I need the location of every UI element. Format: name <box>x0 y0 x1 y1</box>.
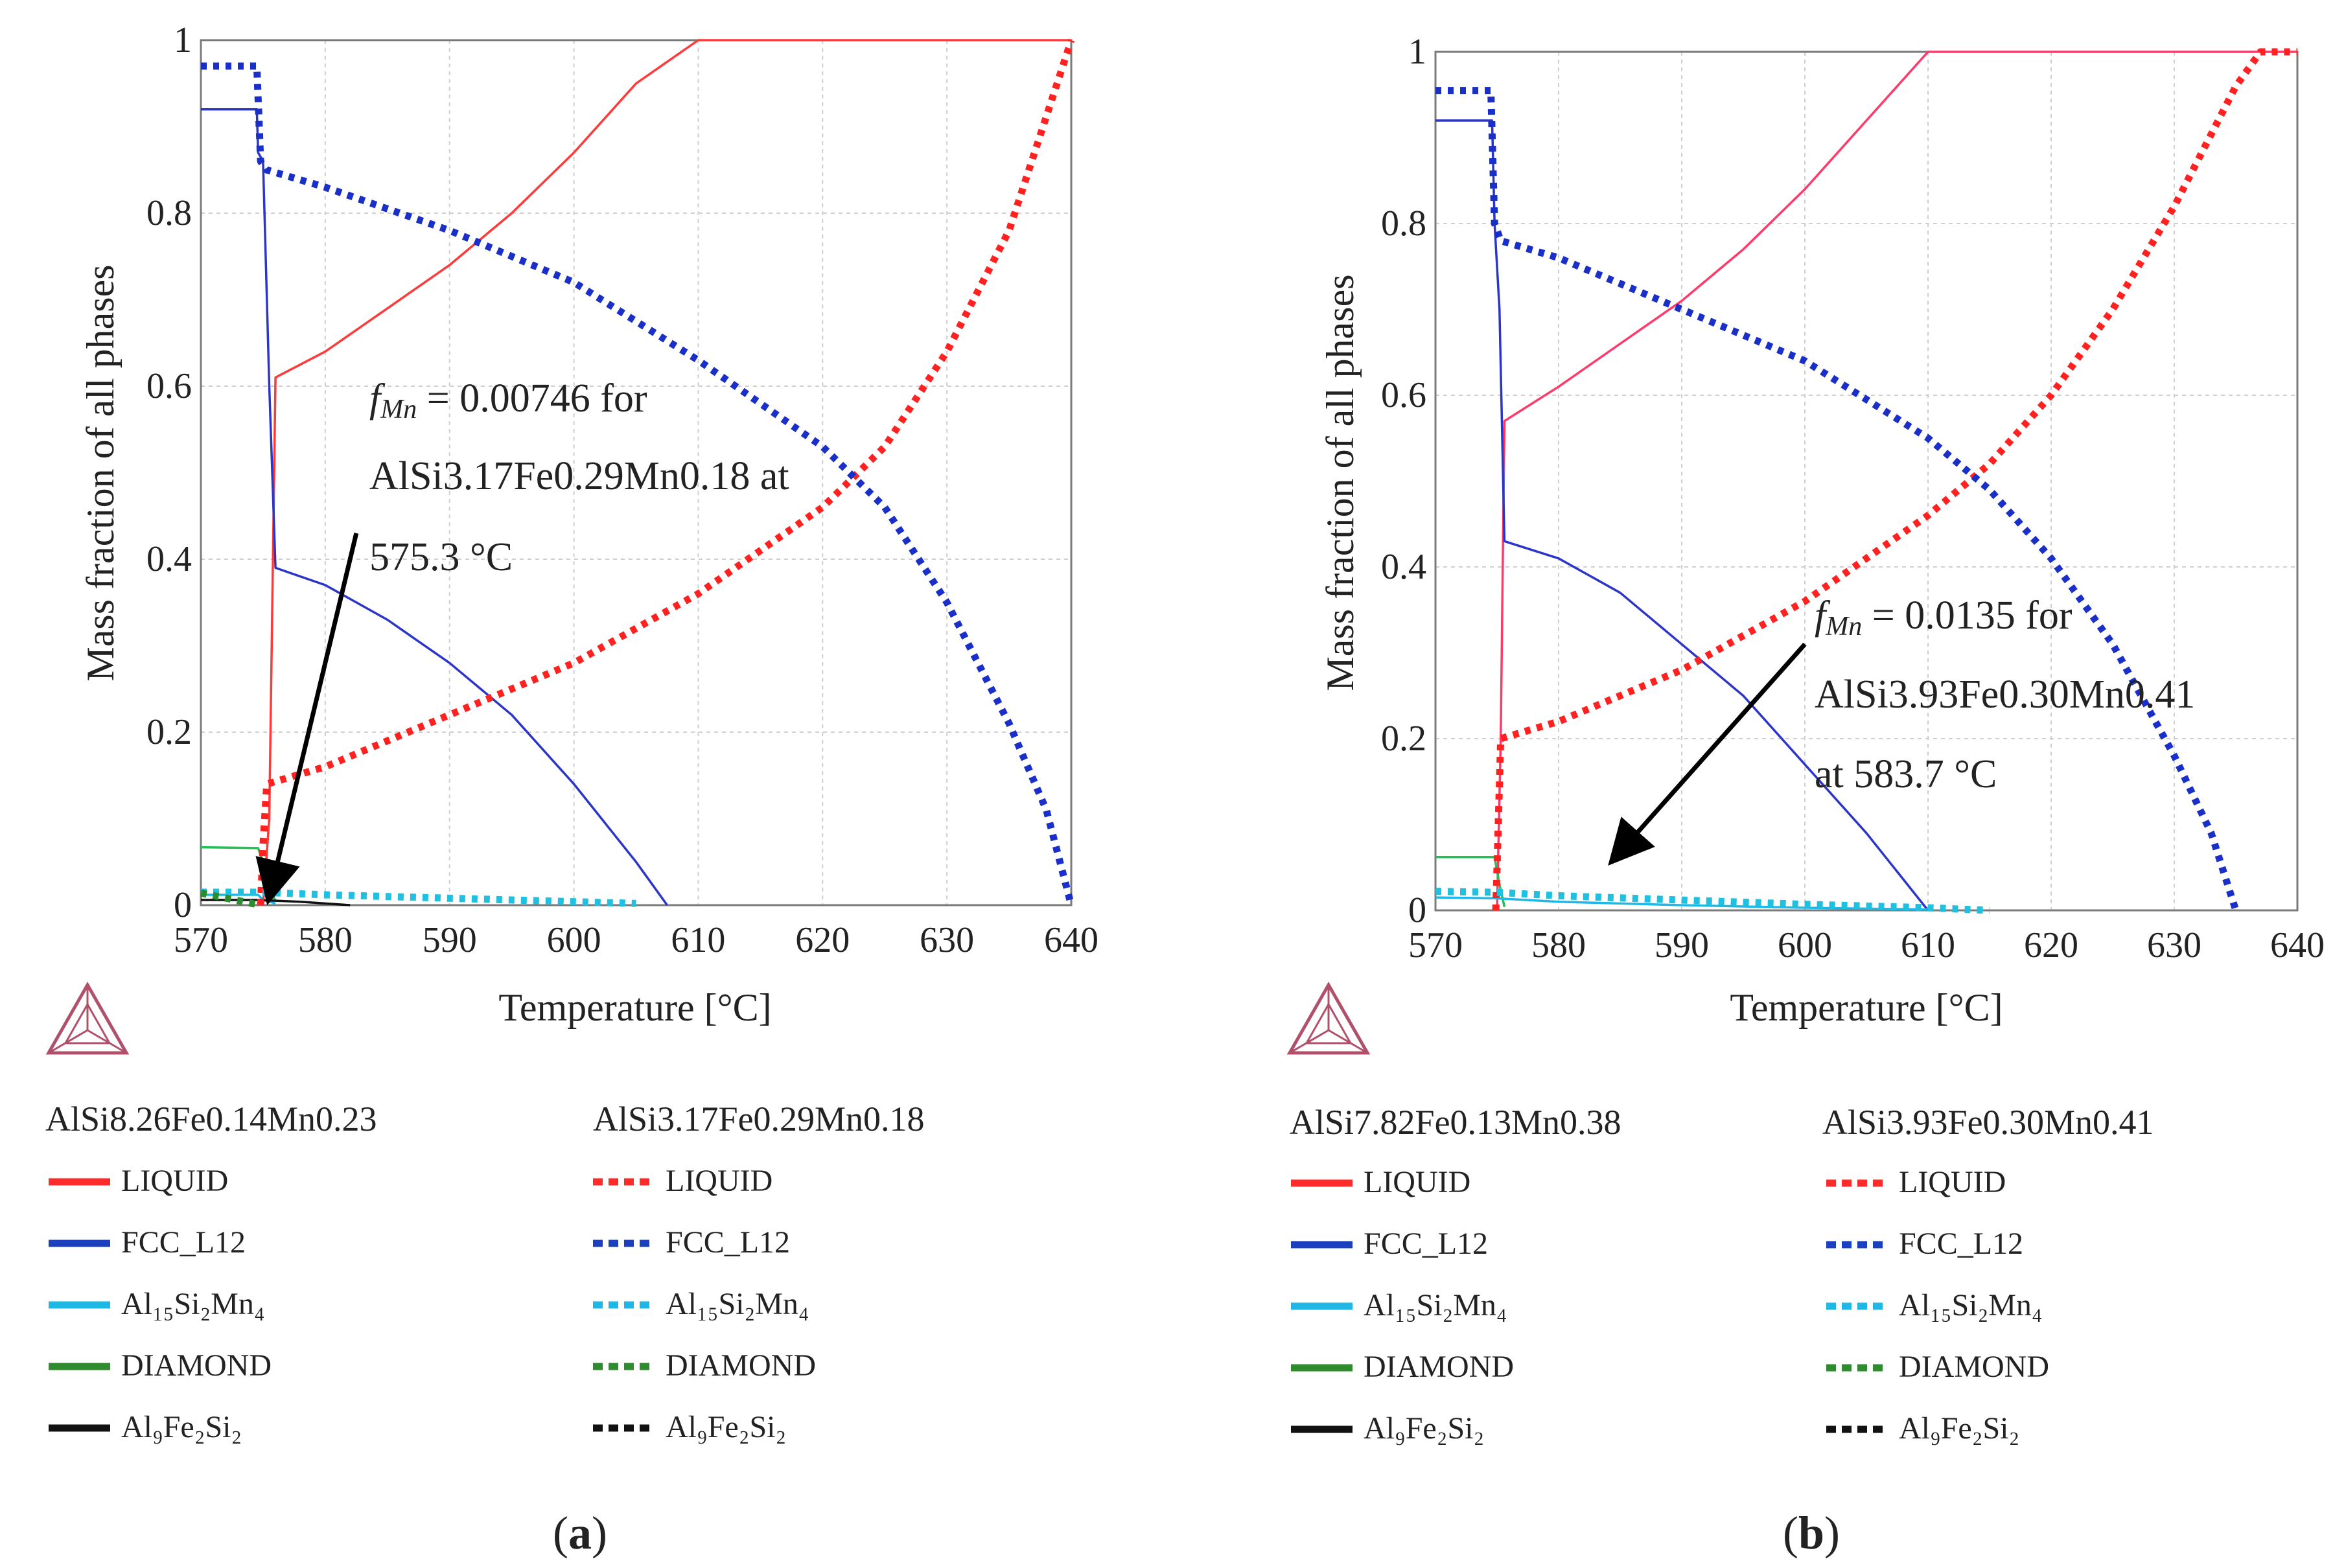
annotation-a-line2: AlSi3.17Fe0.29Mn0.18 at <box>369 454 789 498</box>
chart-a-y-ticks: 0 0.2 0.4 0.6 0.8 1 <box>146 20 192 925</box>
legend-a-dotted-label: DIAMOND <box>666 1348 816 1383</box>
chart-b-x-tick-label: 630 <box>2147 925 2201 965</box>
chart-b-y-tick-label: 1 <box>1408 32 1426 72</box>
legend-b-solid-label: DIAMOND <box>1364 1350 1514 1384</box>
chart-a-plot-frame <box>200 39 1073 906</box>
annotation-b-arrow <box>1608 642 1807 866</box>
legend-a-solid-label: Al₁₅Si₂Mn₄ <box>121 1287 265 1321</box>
chart-a-y-tick-label: 0.4 <box>146 539 192 579</box>
chart-b-x-tick-label: 570 <box>1408 925 1463 965</box>
chart-a-xlabel: Temperature [°C] <box>498 986 771 1029</box>
chart-a-x-tick-label: 640 <box>1044 920 1098 960</box>
chart-b-y-ticks: 0 0.2 0.4 0.6 0.8 1 <box>1381 32 1426 930</box>
chart-b-y-tick-label: 0.4 <box>1381 547 1426 587</box>
legend-b-solid-label: FCC_L12 <box>1364 1227 1488 1261</box>
chart-b-series <box>1435 48 2297 914</box>
series-a-alsimn-dotted <box>201 888 636 907</box>
chart-a-x-ticks: 570 580 590 600 610 620 630 640 <box>174 920 1098 960</box>
legend-a-solid-title: AlSi8.26Fe0.14Mn0.23 <box>45 1100 377 1138</box>
panel-b: 00.20.40.60.81 570 580 590 600 610 620 630 640 … <box>1286 32 2325 1559</box>
chart-a-x-tick-label: 610 <box>671 920 725 960</box>
chart-b-y-tick-label: 0.6 <box>1381 375 1426 415</box>
legend-b-dotted-label: Al₉Fe₂Si₂ <box>1899 1411 2019 1446</box>
legend-a-dotted-label: LIQUID <box>666 1164 772 1198</box>
panel-a-label: (a) <box>553 1507 607 1559</box>
series-b-fcc_l12-solid <box>1435 119 1929 912</box>
chart-a-x-tick-label: 570 <box>174 920 228 960</box>
chart-a-x-tick-label: 600 <box>547 920 601 960</box>
chart-a-series <box>200 39 1075 909</box>
annotation-a-line3: 575.3 °C <box>369 535 513 579</box>
series-a-diamond-dotted <box>200 889 262 909</box>
legend-a-dotted-title: AlSi3.17Fe0.29Mn0.18 <box>593 1100 925 1138</box>
chart-b-x-tick-label: 640 <box>2270 925 2325 965</box>
chart-b-x-tick-label: 620 <box>2024 925 2078 965</box>
legend-b-solid-label: LIQUID <box>1364 1165 1470 1199</box>
chart-b-y-tick-label: 0.8 <box>1381 203 1426 244</box>
legend-b-dotted-title: AlSi3.93Fe0.30Mn0.41 <box>1822 1103 2154 1142</box>
legend-b-dotted-label: FCC_L12 <box>1899 1227 2023 1261</box>
annotation-b-line3: at 583.7 °C <box>1815 752 1997 796</box>
series-a-fcc_l12-solid <box>201 108 668 906</box>
chart-b-x-tick-label: 600 <box>1778 925 1832 965</box>
annotation-a-arrow <box>255 533 359 906</box>
legend-b-dotted-label: Al₁₅Si₂Mn₄ <box>1899 1288 2043 1322</box>
chart-b-plot-frame <box>1434 51 2299 912</box>
legend-a-solid-label: Al₉Fe₂Si₂ <box>121 1410 242 1444</box>
legend-a-solid-label: LIQUID <box>121 1164 228 1198</box>
legend-a-solid-label: DIAMOND <box>121 1348 272 1383</box>
chart-b-xlabel: Temperature [°C] <box>1730 986 2003 1029</box>
legend-b-solid-label: Al₉Fe₂Si₂ <box>1364 1411 1484 1446</box>
legend-b-solid-label: Al₁₅Si₂Mn₄ <box>1364 1288 1507 1322</box>
annotation-b-line2: AlSi3.93Fe0.30Mn0.41 <box>1815 673 2195 717</box>
chart-a-y-tick-label: 0.2 <box>146 712 192 752</box>
series-b-alsimn-solid <box>1435 896 1929 911</box>
series-b-liquid-solid <box>1496 51 2297 911</box>
legend-a: AlSi8.26Fe0.14Mn0.23 AlSi3.17Fe0.29Mn0.1… <box>45 1100 925 1444</box>
chart-a-annotation: fMn = 0.00746 for AlSi3.17Fe0.29Mn0.18 a… <box>255 376 789 906</box>
chart-a-x-tick-label: 630 <box>920 920 974 960</box>
panel-a: 00.20.40.60.81 570 580 590 600 610 620 630 640 … <box>45 20 1098 1559</box>
legend-b: AlSi7.82Fe0.13Mn0.38 AlSi3.93Fe0.30Mn0.4… <box>1290 1103 2154 1446</box>
legend-a-dotted-label: Al₉Fe₂Si₂ <box>666 1410 786 1444</box>
panel-b-label: (b) <box>1783 1507 1840 1559</box>
chart-a-x-tick-label: 620 <box>795 920 850 960</box>
chart-b-annotation: fMn = 0.0135 for AlSi3.93Fe0.30Mn0.41 at… <box>1608 594 2195 866</box>
legend-a-dotted-label: Al₁₅Si₂Mn₄ <box>666 1287 809 1321</box>
series-b-fcc_l12-dotted <box>1435 87 2240 912</box>
series-a-liquid-dotted <box>257 39 1075 906</box>
chart-a-x-tick-label: 590 <box>423 920 477 960</box>
chart-b-x-tick-label: 610 <box>1901 925 1955 965</box>
legend-a-solid-label: FCC_L12 <box>121 1225 246 1260</box>
chart-a-y-tick-label: 0.8 <box>146 193 192 233</box>
series-b-alsimn-dotted <box>1435 888 1990 914</box>
chart-a-ylabel: Mass fraction of all phases <box>79 264 122 681</box>
legend-b-solid-title: AlSi7.82Fe0.13Mn0.38 <box>1290 1103 1621 1142</box>
chart-b-y-tick-label: 0.2 <box>1381 719 1426 759</box>
legend-b-dotted-label: DIAMOND <box>1899 1350 2049 1384</box>
thermo-calc-logo-a <box>45 981 130 1055</box>
thermo-calc-logo-b <box>1286 981 1371 1055</box>
chart-a-y-tick-label: 0.6 <box>146 366 192 406</box>
chart-b-x-tick-label: 590 <box>1655 925 1709 965</box>
chart-b-x-tick-label: 580 <box>1531 925 1586 965</box>
chart-a-y-tick-label: 1 <box>174 20 192 60</box>
chart-b-ylabel: Mass fraction of all phases <box>1319 274 1362 691</box>
legend-b-dotted-label: LIQUID <box>1899 1165 2006 1199</box>
chart-a-x-tick-label: 580 <box>298 920 353 960</box>
chart-b-y-tick-label: 0 <box>1408 890 1426 930</box>
series-a-liquid-solid <box>262 39 1071 906</box>
chart-b-x-ticks: 570 580 590 600 610 620 630 640 <box>1408 925 2325 965</box>
annotation-b-line1: fMn = 0.0135 for <box>1815 594 2073 641</box>
series-a-fcc_l12-dotted <box>201 62 1075 906</box>
legend-a-dotted-label: FCC_L12 <box>666 1225 790 1260</box>
chart-a-y-tick-label: 0 <box>174 885 192 925</box>
annotation-a-line1: fMn = 0.00746 for <box>369 376 647 424</box>
